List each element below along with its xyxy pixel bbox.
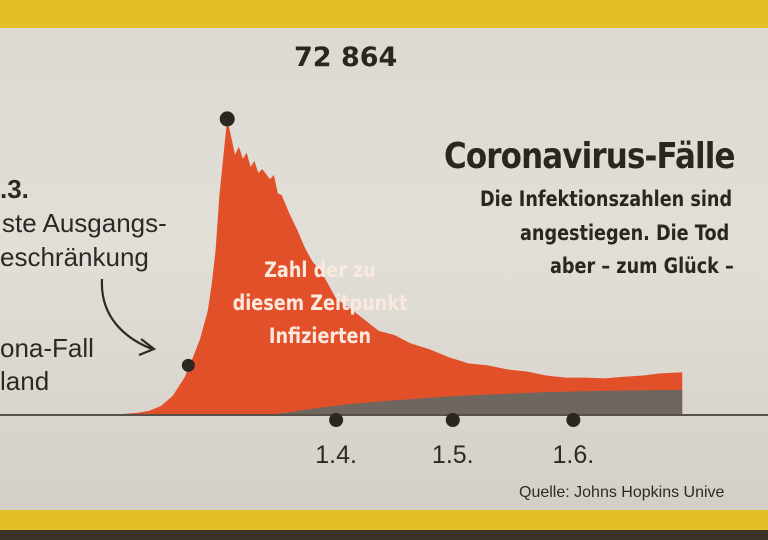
top-yellow-band: [0, 0, 768, 28]
annotation-lockdown-line-1: ste Ausgangs-: [2, 208, 167, 238]
deaths-area: [277, 389, 683, 414]
subtitle-line-3: aber – zum Glück –: [550, 254, 734, 278]
x-tick-label: 1.4.: [315, 441, 357, 469]
annotation-lockdown-line-2: eschränkung: [0, 242, 149, 272]
annotation-first-case-line-1: ona-Fall: [0, 333, 94, 363]
peak-value-label: 72 864: [294, 42, 398, 73]
event-marker-dot: [181, 358, 195, 372]
x-tick-dot: [566, 413, 581, 427]
x-axis-tick-markers: [329, 413, 581, 427]
series-layer: [122, 118, 683, 415]
paper-background: [0, 28, 768, 510]
annotation-arrow-line: [100, 278, 153, 351]
x-axis-tick-labels: 1.4. 1.5. 1.6.: [315, 441, 594, 469]
x-tick-label: 1.5.: [432, 441, 474, 469]
infected-area: [122, 118, 683, 415]
annotation-date: .3.: [0, 174, 29, 204]
x-tick-dot: [445, 413, 460, 427]
x-tick-label: 1.6.: [552, 441, 594, 469]
bottom-yellow-band: [0, 510, 768, 530]
peak-marker-dot: [219, 111, 235, 127]
source-credit: Quelle: Johns Hopkins Unive: [519, 484, 725, 501]
subtitle-line-1: Die Infektionszahlen sind: [480, 187, 733, 211]
annotation-first-case-line-2: land: [0, 366, 50, 396]
area-label-line-1: Zahl der zu: [264, 258, 376, 282]
subtitle-line-2: angestiegen. Die Tod: [520, 221, 730, 245]
area-label-line-2: diesem Zeitpunkt: [232, 291, 408, 315]
chart-headline: Coronavirus-Fälle: [444, 136, 736, 177]
x-tick-dot: [329, 413, 344, 427]
annotation-arrow-head: [138, 338, 157, 357]
area-label-line-3: Infizierten: [268, 324, 372, 348]
